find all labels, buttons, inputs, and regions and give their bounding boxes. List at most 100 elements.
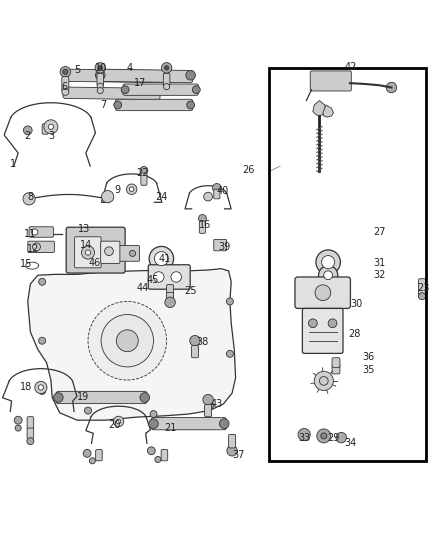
FancyBboxPatch shape	[63, 87, 160, 100]
FancyBboxPatch shape	[302, 309, 343, 353]
Circle shape	[164, 66, 169, 70]
FancyBboxPatch shape	[116, 99, 193, 111]
Text: 1: 1	[10, 159, 16, 169]
Circle shape	[81, 246, 95, 259]
Circle shape	[121, 86, 129, 94]
Text: 42: 42	[345, 61, 357, 71]
Text: 12: 12	[27, 244, 39, 254]
FancyBboxPatch shape	[191, 345, 198, 358]
Text: 31: 31	[374, 258, 386, 268]
Circle shape	[95, 62, 106, 73]
Text: 8: 8	[27, 192, 33, 201]
Text: 16: 16	[199, 220, 211, 230]
Circle shape	[39, 278, 46, 285]
Circle shape	[300, 282, 306, 288]
Text: 19: 19	[77, 392, 89, 402]
Circle shape	[316, 250, 340, 274]
Circle shape	[114, 101, 122, 109]
Circle shape	[88, 302, 166, 380]
Circle shape	[318, 265, 338, 285]
Text: 43: 43	[211, 399, 223, 409]
Circle shape	[212, 183, 221, 192]
Circle shape	[339, 282, 345, 288]
Circle shape	[207, 402, 214, 409]
Circle shape	[89, 458, 95, 464]
FancyBboxPatch shape	[62, 77, 69, 92]
Circle shape	[23, 126, 32, 135]
FancyBboxPatch shape	[123, 84, 198, 95]
Circle shape	[227, 446, 237, 456]
Bar	[269, 68, 426, 461]
Text: 24: 24	[155, 192, 168, 201]
Circle shape	[324, 271, 332, 280]
Text: 21: 21	[164, 423, 176, 433]
Text: 45: 45	[146, 276, 159, 286]
FancyBboxPatch shape	[95, 449, 102, 461]
Text: 20: 20	[108, 419, 120, 430]
Circle shape	[95, 70, 105, 80]
Circle shape	[117, 330, 138, 352]
FancyBboxPatch shape	[295, 277, 350, 309]
Circle shape	[85, 250, 91, 255]
Text: 30: 30	[350, 298, 363, 309]
Circle shape	[336, 432, 346, 443]
FancyBboxPatch shape	[310, 71, 351, 91]
FancyBboxPatch shape	[101, 241, 120, 263]
Text: 38: 38	[196, 337, 208, 346]
Text: 26: 26	[243, 165, 255, 175]
Circle shape	[102, 190, 114, 203]
FancyBboxPatch shape	[332, 358, 340, 367]
Circle shape	[328, 319, 337, 328]
Polygon shape	[28, 269, 236, 420]
Circle shape	[321, 433, 327, 439]
Circle shape	[48, 124, 53, 130]
Text: 41: 41	[158, 254, 170, 264]
Circle shape	[187, 101, 194, 109]
Text: 17: 17	[134, 78, 147, 88]
Circle shape	[314, 372, 333, 391]
Circle shape	[130, 187, 134, 191]
FancyBboxPatch shape	[27, 428, 34, 439]
FancyBboxPatch shape	[66, 227, 125, 273]
Circle shape	[117, 419, 121, 424]
Text: 2: 2	[25, 131, 31, 141]
Circle shape	[203, 394, 213, 405]
FancyBboxPatch shape	[161, 449, 168, 461]
Circle shape	[38, 385, 43, 390]
Circle shape	[97, 83, 103, 89]
FancyBboxPatch shape	[151, 417, 226, 430]
Circle shape	[190, 335, 200, 346]
Circle shape	[15, 425, 21, 431]
Circle shape	[339, 297, 345, 304]
FancyBboxPatch shape	[163, 74, 170, 86]
Circle shape	[32, 229, 38, 235]
FancyBboxPatch shape	[214, 239, 226, 251]
Polygon shape	[323, 105, 333, 117]
Text: 4: 4	[127, 63, 133, 73]
Text: 37: 37	[233, 450, 245, 460]
Circle shape	[419, 293, 426, 300]
FancyBboxPatch shape	[199, 221, 205, 233]
FancyBboxPatch shape	[141, 173, 147, 185]
Text: 9: 9	[115, 185, 121, 195]
Circle shape	[44, 120, 58, 134]
Circle shape	[63, 69, 68, 75]
Circle shape	[300, 297, 306, 304]
FancyBboxPatch shape	[97, 74, 103, 86]
FancyBboxPatch shape	[27, 417, 34, 429]
FancyBboxPatch shape	[56, 391, 147, 403]
Circle shape	[150, 410, 157, 417]
FancyBboxPatch shape	[166, 285, 173, 294]
Text: 14: 14	[80, 240, 92, 249]
Circle shape	[308, 319, 317, 328]
FancyBboxPatch shape	[120, 246, 140, 261]
Circle shape	[35, 381, 47, 393]
FancyBboxPatch shape	[214, 189, 220, 199]
Circle shape	[226, 298, 233, 305]
FancyBboxPatch shape	[229, 434, 236, 448]
FancyBboxPatch shape	[332, 364, 340, 374]
Text: 15: 15	[20, 260, 32, 269]
Circle shape	[98, 66, 102, 70]
Text: 18: 18	[20, 382, 32, 392]
Circle shape	[226, 350, 233, 357]
